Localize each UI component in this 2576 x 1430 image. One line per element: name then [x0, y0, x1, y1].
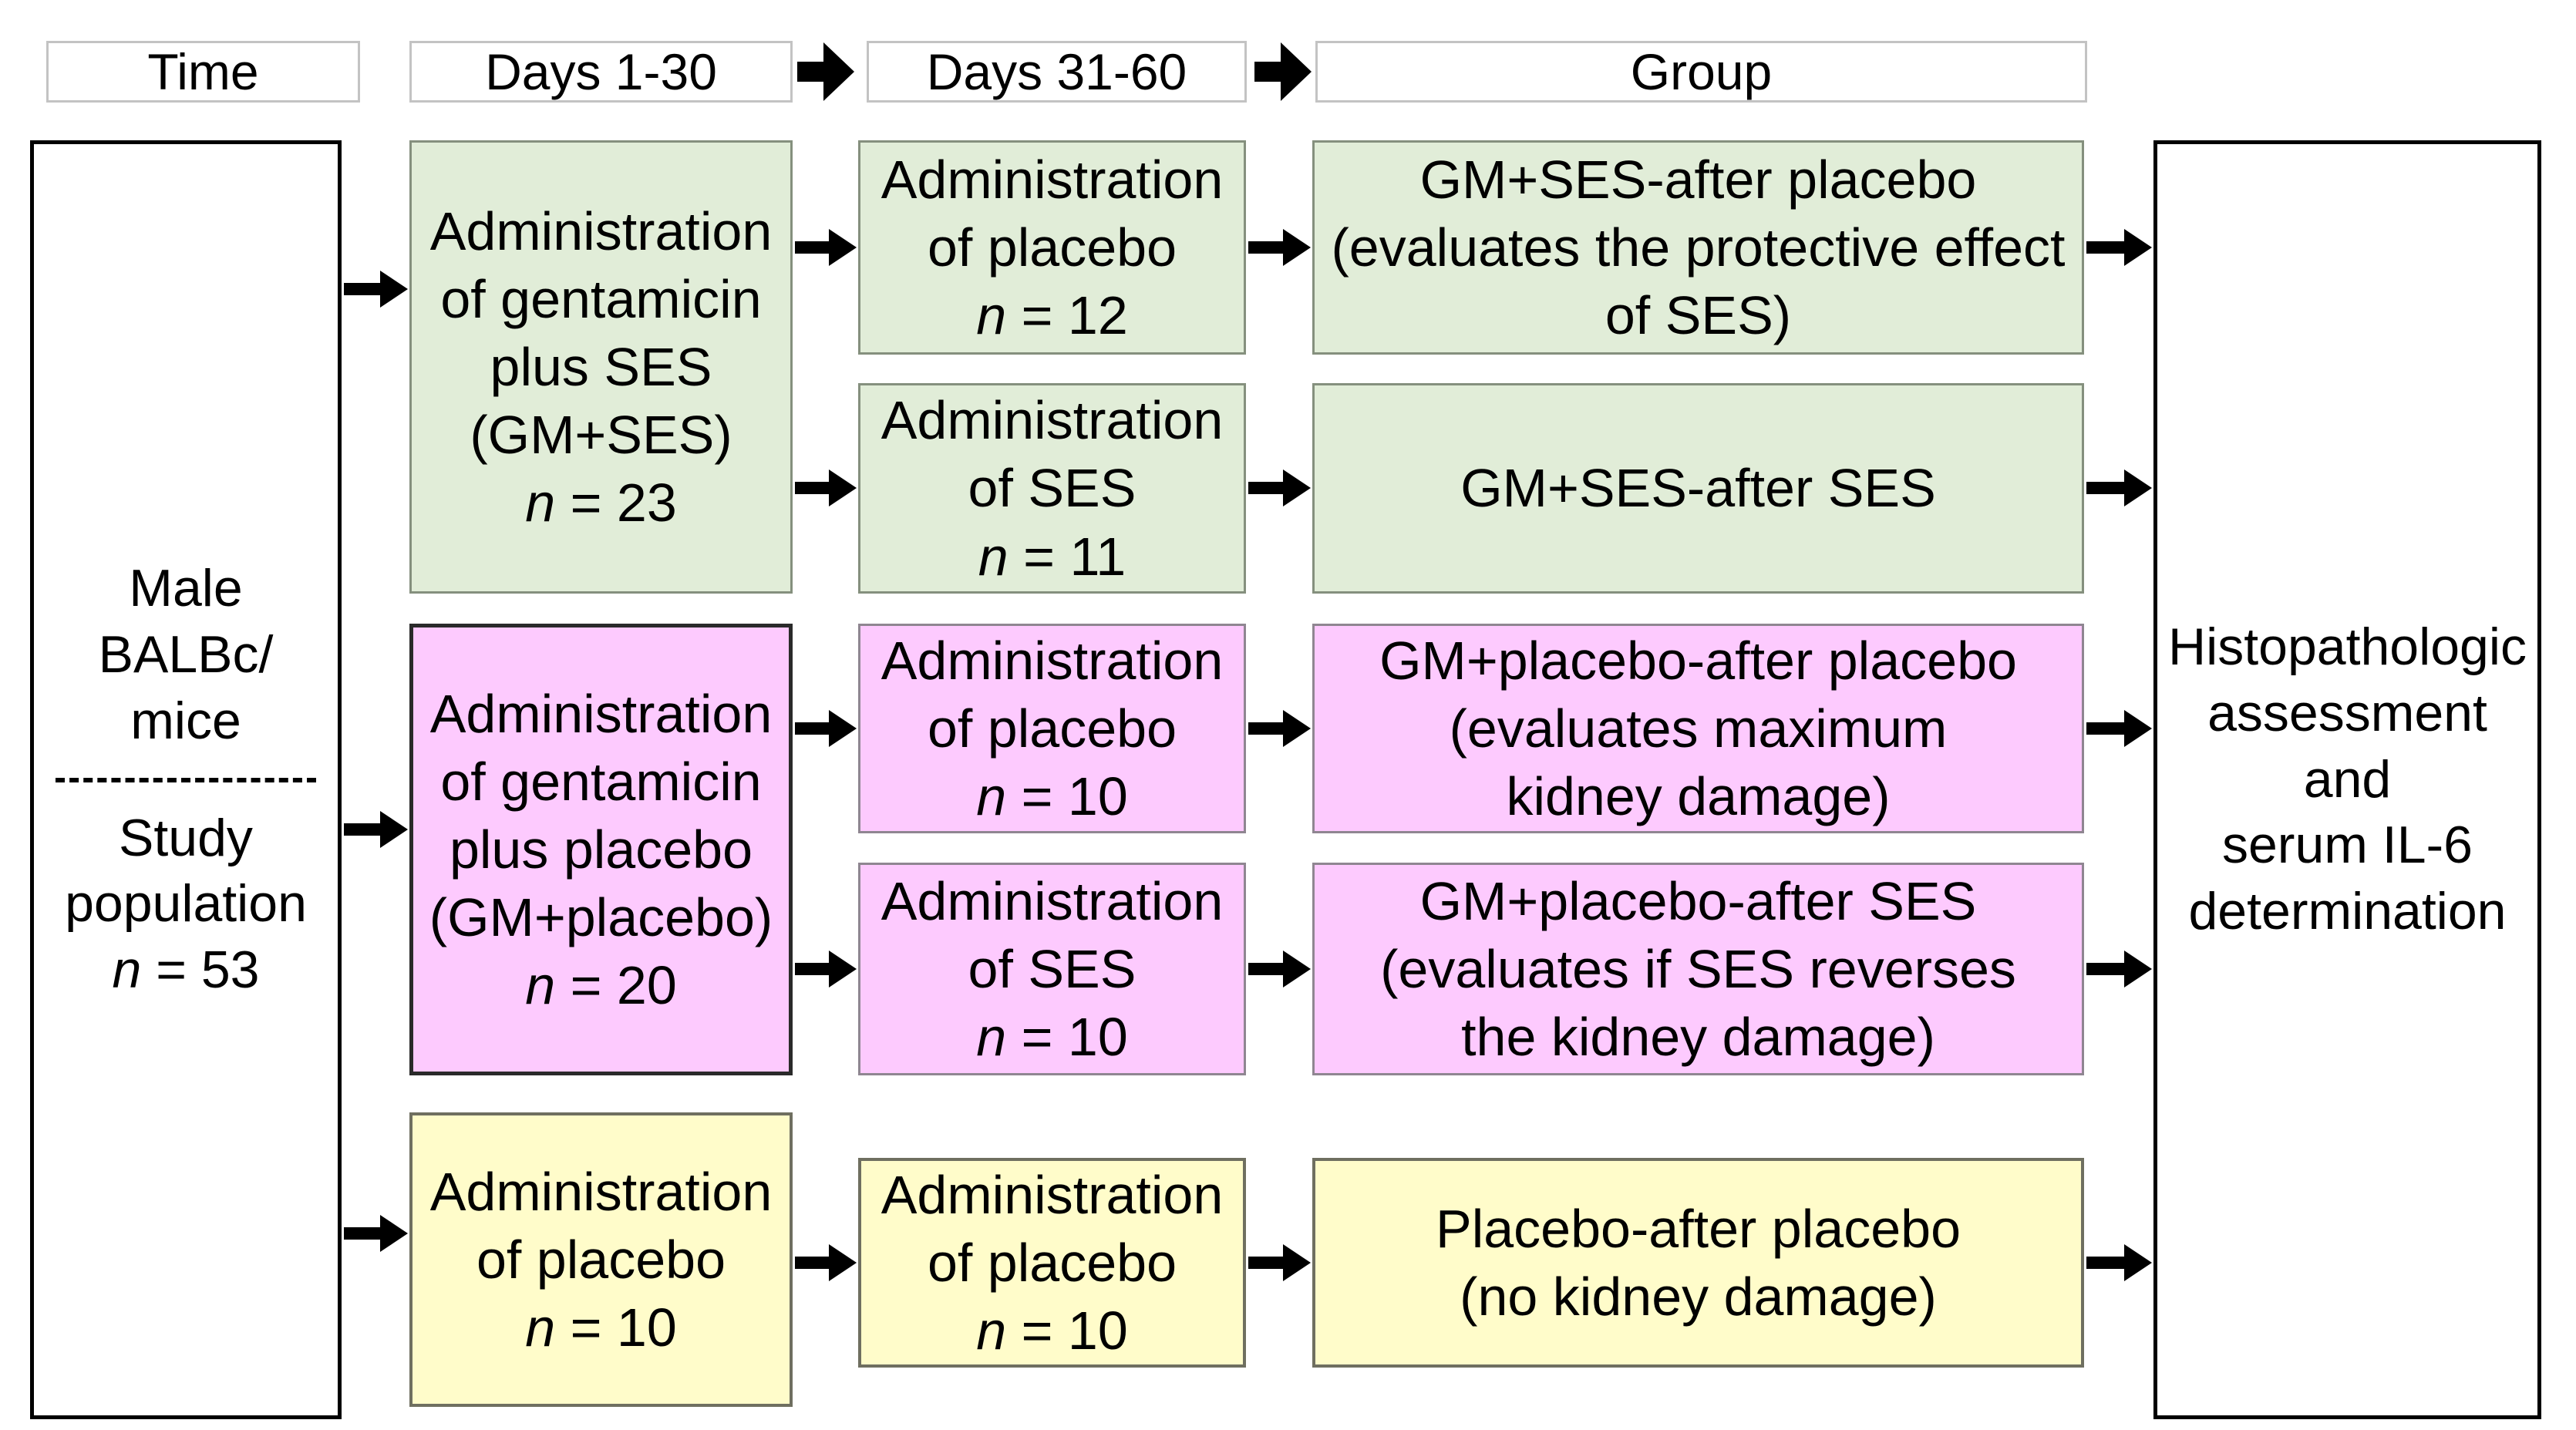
arrow-right-icon	[1248, 229, 1311, 266]
box-text: Administration of gentamicin plus placeb…	[429, 683, 773, 948]
arrow-right-icon	[797, 42, 854, 101]
box-text: Administration of placebo	[881, 1164, 1224, 1293]
arrow-right-icon	[1248, 1244, 1311, 1281]
phase1-gm-placebo-box: Administration of gentamicin plus placeb…	[409, 624, 793, 1075]
phase2-placebo-box-pink: Administration of placebo n = 10	[858, 624, 1246, 833]
n-symbol: n	[978, 526, 1009, 587]
arrow-right-icon	[2086, 469, 2152, 506]
study-population-box: Male BALBc/ mice Study population n = 53	[30, 140, 342, 1419]
arrow-right-icon	[1248, 710, 1311, 747]
group-placebo-after-placebo-box: Placebo-after placebo (no kidney damage)	[1312, 1158, 2084, 1368]
header-time-label: Time	[147, 43, 259, 100]
box-text: GM+SES-after placebo (evaluates the prot…	[1331, 149, 2066, 346]
n-symbol: n	[525, 955, 556, 1016]
n-count: n = 23	[525, 469, 677, 537]
n-count: n = 20	[525, 951, 677, 1019]
box-text: Administration of gentamicin plus SES (G…	[429, 200, 773, 466]
header-days-31-60: Days 31-60	[867, 41, 1247, 103]
arrow-right-icon	[344, 271, 408, 308]
n-count: n = 10	[976, 1297, 1128, 1364]
group-gm-ses-after-placebo-box: GM+SES-after placebo (evaluates the prot…	[1312, 140, 2084, 355]
arrow-right-icon	[2086, 229, 2152, 266]
n-symbol: n	[525, 473, 556, 533]
header-time: Time	[46, 41, 360, 103]
arrow-right-icon	[2086, 1244, 2152, 1281]
arrow-right-icon	[2086, 951, 2152, 988]
population-text: Male BALBc/ mice	[98, 559, 274, 750]
n-symbol: n	[976, 766, 1007, 827]
n-count: n = 10	[525, 1294, 677, 1361]
group-gm-ses-after-ses-box: GM+SES-after SES	[1312, 383, 2084, 594]
header-days-1-30-label: Days 1-30	[485, 43, 717, 100]
box-text: Administration of placebo	[881, 149, 1224, 278]
outcome-text: Histopathologic assessment and serum IL-…	[2168, 617, 2527, 940]
header-group: Group	[1315, 41, 2087, 103]
arrow-right-icon	[1248, 951, 1311, 988]
arrow-right-icon	[795, 469, 857, 506]
header-days-31-60-label: Days 31-60	[926, 43, 1187, 100]
n-count: n = 10	[976, 762, 1128, 830]
n-value: = 10	[1006, 766, 1128, 827]
group-gm-placebo-after-ses-box: GM+placebo-after SES (evaluates if SES r…	[1312, 863, 2084, 1075]
arrow-right-icon	[795, 951, 857, 988]
n-value: = 11	[1008, 526, 1126, 587]
arrow-right-icon	[795, 1244, 857, 1281]
n-value: = 10	[1006, 1300, 1128, 1361]
box-text: GM+placebo-after SES (evaluates if SES r…	[1380, 870, 2016, 1068]
n-value: = 12	[1006, 285, 1128, 346]
phase2-placebo-box-yellow: Administration of placebo n = 10	[858, 1158, 1246, 1368]
n-value: = 53	[141, 940, 260, 999]
phase2-ses-box-green: Administration of SES n = 11	[858, 383, 1246, 594]
n-value: = 20	[555, 955, 677, 1016]
box-text: Administration of SES	[881, 390, 1224, 519]
n-value: = 10	[1006, 1007, 1128, 1068]
n-value: = 23	[555, 473, 677, 533]
box-text: Administration of placebo	[881, 630, 1224, 759]
arrow-right-icon	[2086, 710, 2152, 747]
n-count: n = 12	[976, 281, 1128, 349]
phase2-ses-box-pink: Administration of SES n = 10	[858, 863, 1246, 1075]
header-days-1-30: Days 1-30	[409, 41, 793, 103]
n-symbol: n	[976, 285, 1007, 346]
n-count: n = 11	[978, 523, 1126, 591]
arrow-right-icon	[795, 229, 857, 266]
arrow-right-icon	[795, 710, 857, 747]
group-gm-placebo-after-placebo-box: GM+placebo-after placebo (evaluates maxi…	[1312, 624, 2084, 833]
study-text: Study population	[65, 808, 307, 934]
arrow-right-icon	[344, 1215, 408, 1252]
arrow-right-icon	[344, 811, 408, 848]
phase2-placebo-box-green: Administration of placebo n = 12	[858, 140, 1246, 355]
n-value: = 10	[555, 1297, 677, 1358]
box-text: Administration of placebo	[429, 1161, 773, 1290]
box-text: Placebo-after placebo (no kidney damage)	[1436, 1198, 1961, 1327]
n-count: n = 10	[976, 1003, 1128, 1071]
phase1-placebo-box: Administration of placebo n = 10	[409, 1112, 793, 1407]
header-group-label: Group	[1630, 43, 1773, 100]
n-symbol: n	[976, 1007, 1007, 1068]
outcome-box: Histopathologic assessment and serum IL-…	[2153, 140, 2541, 1419]
arrow-right-icon	[1254, 42, 1312, 101]
n-symbol: n	[525, 1297, 556, 1358]
n-count: n = 53	[113, 937, 260, 1004]
box-text: GM+SES-after SES	[1460, 458, 1936, 519]
n-symbol: n	[112, 940, 142, 999]
box-text: Administration of SES	[881, 870, 1224, 999]
arrow-right-icon	[1248, 469, 1311, 506]
n-symbol: n	[976, 1300, 1007, 1361]
box-text: GM+placebo-after placebo (evaluates maxi…	[1379, 630, 2017, 827]
dashed-divider	[55, 777, 317, 782]
phase1-gm-ses-box: Administration of gentamicin plus SES (G…	[409, 140, 793, 594]
